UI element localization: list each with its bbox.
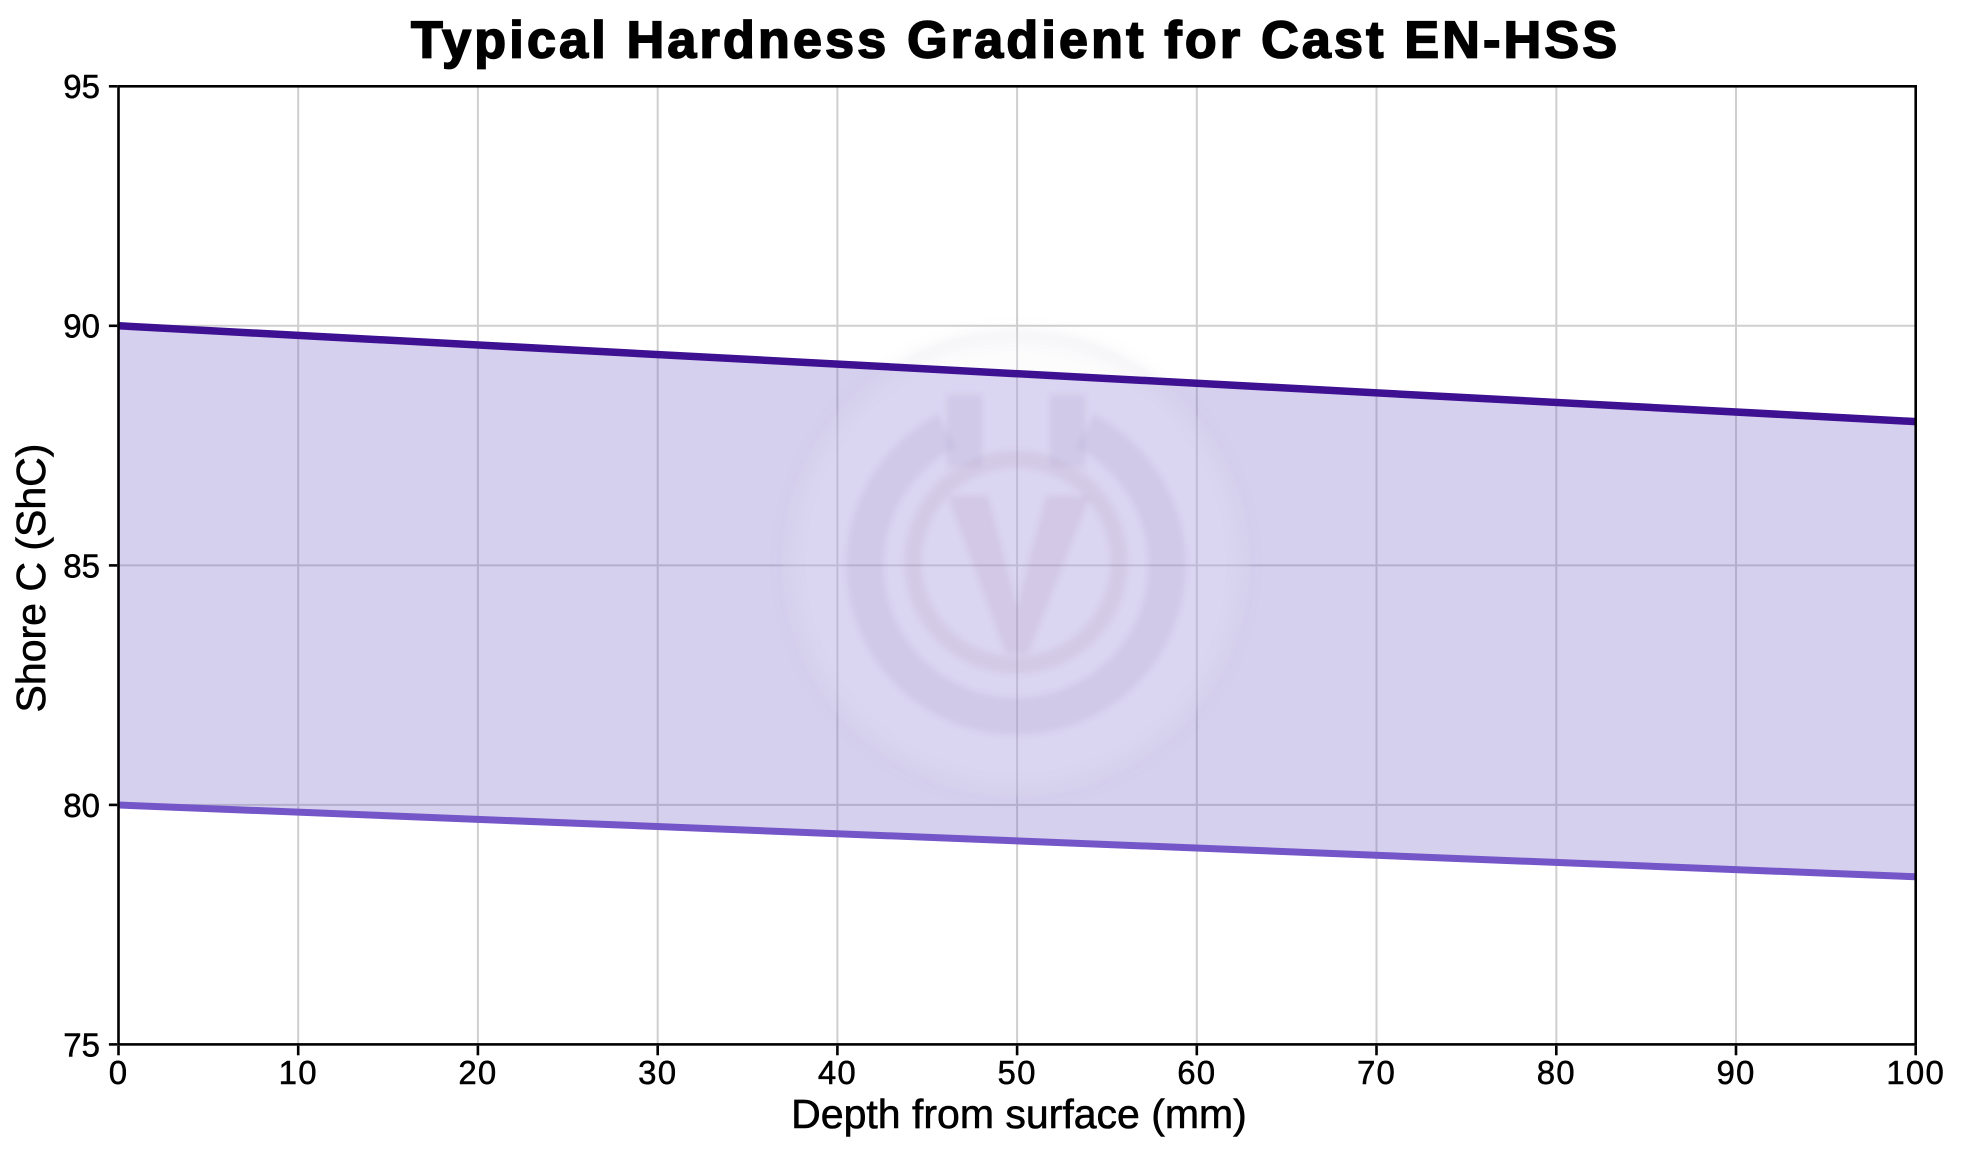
svg-text:90: 90 — [1716, 1054, 1755, 1091]
svg-text:30: 30 — [638, 1054, 677, 1091]
svg-text:10: 10 — [279, 1054, 318, 1091]
svg-text:90: 90 — [63, 308, 100, 345]
svg-text:80: 80 — [63, 787, 100, 824]
svg-text:60: 60 — [1177, 1054, 1216, 1091]
svg-text:Shore C (ShC): Shore C (ShC) — [8, 444, 54, 713]
svg-text:95: 95 — [63, 68, 100, 105]
svg-text:40: 40 — [818, 1054, 857, 1091]
svg-text:100: 100 — [1886, 1054, 1945, 1091]
svg-text:75: 75 — [63, 1026, 100, 1063]
svg-text:0: 0 — [109, 1054, 129, 1091]
svg-text:85: 85 — [63, 547, 100, 584]
svg-text:Depth from surface (mm): Depth from surface (mm) — [791, 1091, 1247, 1137]
svg-text:50: 50 — [998, 1054, 1037, 1091]
svg-text:70: 70 — [1357, 1054, 1396, 1091]
svg-text:Typical Hardness Gradient for: Typical Hardness Gradient for Cast EN-HS… — [411, 12, 1617, 70]
svg-text:80: 80 — [1537, 1054, 1576, 1091]
svg-text:20: 20 — [458, 1054, 497, 1091]
